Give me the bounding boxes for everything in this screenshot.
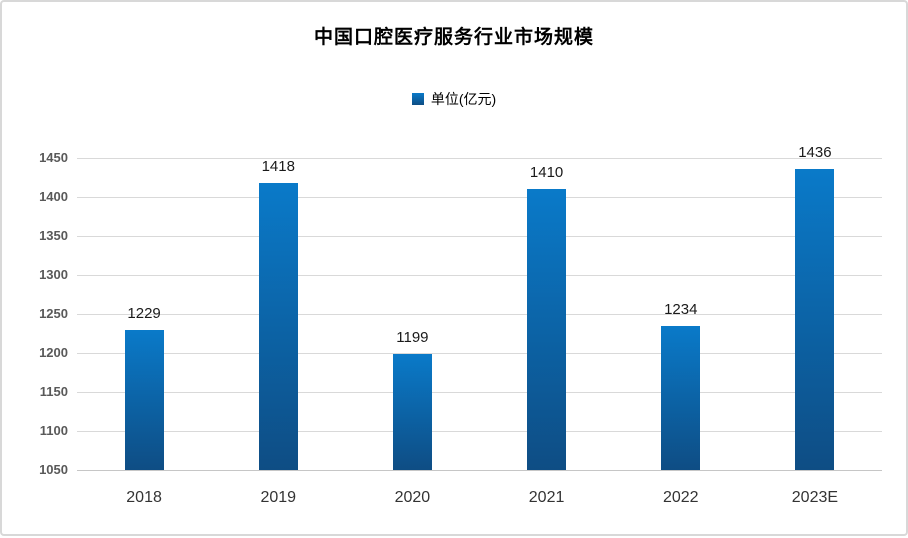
y-axis-tick-label: 1450: [39, 150, 68, 165]
bar-value-label: 1418: [261, 157, 295, 175]
x-axis-tick-label: 2020: [394, 489, 431, 506]
bar-value-label: 1229: [127, 305, 161, 323]
x-axis-tick-label: 2018: [126, 489, 162, 506]
bar: [124, 330, 164, 470]
y-axis-tick-label: 1250: [39, 306, 68, 321]
y-axis-tick-label: 1050: [39, 462, 68, 477]
gridline: [77, 157, 882, 159]
y-axis-tick-label: 1200: [39, 345, 68, 360]
bar-value-label: 1234: [664, 301, 698, 319]
gridline: [77, 313, 882, 315]
x-axis-tick-label: 2019: [260, 489, 297, 506]
bar-value-label: 1410: [529, 164, 564, 182]
y-axis-tick-label: 1100: [39, 423, 68, 438]
legend-marker-icon: [411, 93, 424, 105]
x-axis-tick-label: 2022: [662, 489, 699, 506]
bar: [392, 353, 432, 470]
bar: [527, 189, 567, 470]
gridline: [77, 196, 882, 198]
bar: [661, 326, 701, 470]
bar-value-label: 1436: [798, 143, 832, 161]
bar: [258, 182, 298, 470]
chart-title: 中国口腔医疗服务行业市场规模: [313, 27, 594, 48]
gridline: [77, 430, 882, 432]
y-axis-tick-label: 1350: [39, 228, 68, 243]
bar-value-label: 1199: [396, 328, 429, 346]
gridline: [77, 235, 882, 237]
y-axis-tick-label: 1150: [39, 384, 68, 399]
gridline: [77, 391, 882, 393]
gridline: [77, 469, 882, 471]
chart-legend: 单位(亿元): [2, 89, 906, 109]
legend-label: 单位(亿元): [430, 91, 497, 107]
y-axis-tick-label: 1300: [39, 267, 68, 282]
gridline: [77, 274, 882, 276]
x-axis-tick-label: 2021: [528, 489, 565, 506]
bar: [795, 168, 835, 470]
y-axis-tick-label: 1400: [39, 189, 68, 204]
x-axis-tick-label: 2023E: [791, 489, 839, 506]
gridline: [77, 352, 882, 354]
